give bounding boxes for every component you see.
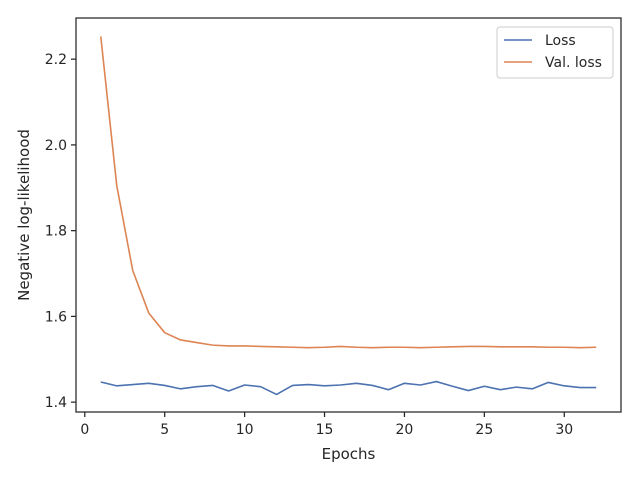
x-tick-label: 15 bbox=[316, 422, 334, 438]
x-tick-label: 10 bbox=[236, 422, 254, 438]
y-tick-label: 2.2 bbox=[45, 52, 67, 68]
x-tick-label: 20 bbox=[396, 422, 414, 438]
x-tick-label: 0 bbox=[80, 422, 89, 438]
legend-label-0: Loss bbox=[545, 33, 576, 49]
y-axis-label: Negative log-likelihood bbox=[15, 129, 33, 301]
axes-frame bbox=[75, 17, 622, 413]
x-tick-label: 25 bbox=[475, 422, 493, 438]
y-tick-label: 1.8 bbox=[45, 224, 67, 240]
x-axis-label: Epochs bbox=[322, 445, 376, 463]
x-tick-label: 5 bbox=[160, 422, 169, 438]
series-line-0 bbox=[100, 380, 597, 396]
axes-layer: 0 5 10 15 20 25 30 1.4 1.6 1.8 2.0 2.2 bbox=[45, 17, 622, 438]
series-layer bbox=[99, 36, 597, 396]
y-tick-label: 1.4 bbox=[45, 395, 67, 411]
y-tick-label: 1.6 bbox=[45, 309, 67, 325]
x-tick-label: 30 bbox=[555, 422, 573, 438]
series-line-1 bbox=[99, 36, 597, 349]
legend: Loss Val. loss bbox=[496, 26, 614, 79]
legend-label-1: Val. loss bbox=[545, 55, 602, 71]
y-tick-label: 2.0 bbox=[45, 138, 67, 154]
